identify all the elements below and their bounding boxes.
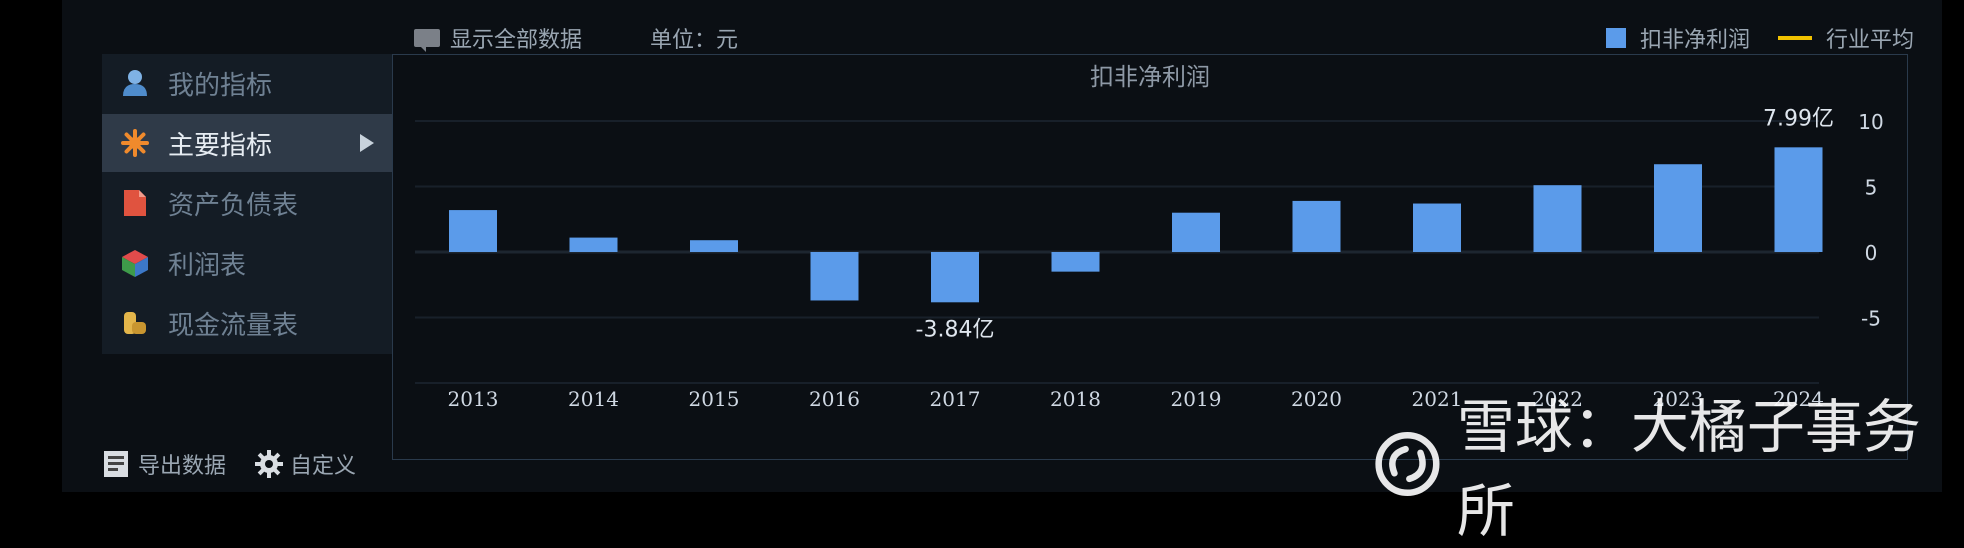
x-tick-label: 2013	[448, 387, 499, 411]
export-data-label: 导出数据	[138, 454, 227, 479]
sidebar-item-balance-sheet[interactable]: 资产负债表	[102, 174, 392, 232]
comment-icon	[414, 29, 440, 52]
sidebar-item-cash-flow[interactable]: 现金流量表	[102, 294, 392, 352]
legend-bar-label[interactable]: 扣非净利润	[1639, 28, 1750, 53]
x-tick-label: 2014	[568, 387, 619, 411]
x-tick-label: 2015	[689, 387, 740, 411]
sidebar-item-label: 主要指标	[168, 130, 273, 161]
x-tick-label: 2018	[1050, 387, 1101, 411]
bar	[1413, 203, 1461, 252]
bottom-actions: 导出数据 自定义	[102, 448, 374, 480]
data-label: -3.84亿	[916, 317, 995, 342]
show-all-data-label: 显示全部数据	[450, 28, 583, 53]
sidebar-item-main-indicators[interactable]: 主要指标	[102, 114, 392, 172]
bar	[1172, 212, 1220, 252]
chart-title: 扣非净利润	[1090, 63, 1210, 91]
unit-label: 单位：元	[650, 28, 739, 53]
bar	[690, 240, 738, 252]
sidebar-item-label: 利润表	[168, 250, 247, 281]
legend-line-swatch	[1777, 36, 1812, 40]
chart-toolbar: 显示全部数据 单位：元 扣非净利润 行业平均	[62, 10, 1942, 53]
gear-icon	[255, 450, 284, 478]
legend-bar-swatch	[1605, 28, 1626, 48]
x-tick-label: 2019	[1171, 387, 1222, 411]
sidebar-item-my-indicators[interactable]: 我的指标	[102, 54, 392, 112]
data-label: 7.99亿	[1763, 106, 1834, 131]
snowball-logo-icon	[1375, 431, 1440, 497]
x-tick-label: 2016	[809, 387, 860, 411]
chart-area: 扣非净利润 10 5 0 -5 2013 2014 2015 2016 2017 2018 2019 2…	[392, 54, 1908, 460]
customize-button[interactable]: 自定义	[254, 448, 356, 480]
y-tick-label: 10	[1858, 110, 1883, 134]
bar	[1774, 147, 1823, 252]
sidebar-item-income-statement[interactable]: 利润表	[102, 234, 392, 292]
sidebar-item-label: 我的指标	[168, 70, 273, 101]
star-icon	[118, 126, 152, 160]
watermark: 雪球：大橘子事务所	[1374, 380, 1942, 548]
chart-legend: 扣非净利润 行业平均	[1605, 22, 1914, 54]
chevron-right-icon	[360, 134, 374, 152]
bar	[810, 252, 859, 301]
y-tick-label: -5	[1861, 307, 1881, 331]
x-tick-label: 2017	[930, 387, 981, 411]
bar	[449, 210, 497, 252]
x-tick-label: 2024	[1773, 387, 1824, 411]
x-tick-label: 2021	[1412, 387, 1463, 411]
show-all-data-toggle[interactable]: 显示全部数据	[414, 22, 582, 54]
indicator-sidebar: 我的指标 主要指标 资产负债表 利润表 现金流量表	[102, 54, 392, 354]
export-data-button[interactable]: 导出数据	[102, 448, 226, 480]
document-icon	[118, 186, 152, 220]
bar	[931, 252, 979, 303]
x-tick-label: 2020	[1291, 387, 1342, 411]
bar-chart: 扣非净利润 10 5 0 -5 2013 2014 2015 2016 2017 2018 2019 2…	[415, 63, 1884, 411]
person-icon	[118, 66, 152, 100]
coins-icon	[118, 306, 152, 340]
legend-line-label[interactable]: 行业平均	[1825, 28, 1914, 53]
bar	[1051, 252, 1100, 272]
x-tick-label: 2023	[1653, 387, 1704, 411]
cube-icon	[118, 246, 152, 280]
bar	[1292, 200, 1341, 252]
watermark-text: 雪球：大橘子事务所	[1456, 393, 1921, 545]
y-tick-label: 5	[1865, 176, 1878, 200]
export-icon	[104, 451, 128, 477]
chart-panel: 显示全部数据 单位：元 扣非净利润 行业平均 我的指标 主要指标	[62, 0, 1942, 545]
bar	[1533, 185, 1582, 252]
customize-label: 自定义	[290, 454, 357, 479]
sidebar-item-label: 现金流量表	[168, 310, 299, 341]
x-tick-label: 2022	[1532, 387, 1583, 411]
bar	[569, 237, 618, 252]
y-tick-label: 0	[1865, 241, 1878, 265]
bar	[1654, 164, 1702, 252]
sidebar-item-label: 资产负债表	[168, 190, 299, 221]
